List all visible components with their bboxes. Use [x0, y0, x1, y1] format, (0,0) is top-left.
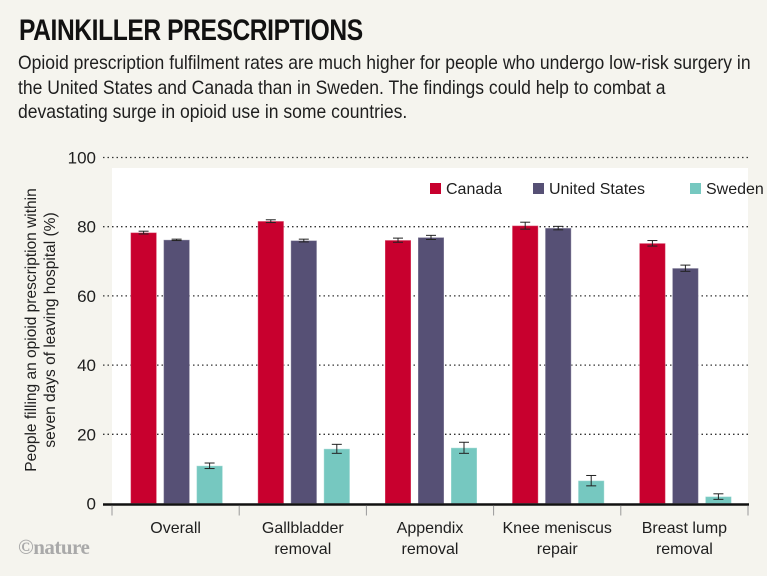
error-bar — [204, 462, 215, 470]
x-axis — [103, 503, 749, 516]
y-tick-label: 60 — [77, 287, 96, 306]
x-tick-label-line: Overall — [150, 520, 201, 537]
x-tick-label: Knee meniscus repair — [503, 520, 612, 558]
bar-sweden — [323, 448, 351, 504]
error-bar — [426, 234, 436, 241]
error-bars — [138, 219, 724, 500]
error-bar — [138, 230, 149, 235]
x-tick-label-line: removal — [402, 541, 459, 558]
x-tick-label: Overall — [150, 520, 201, 537]
x-tick-label-line: Breast lump — [642, 520, 727, 537]
x-tick-label-line: Knee meniscus — [503, 520, 612, 537]
x-tick-label: Breast lump removal — [642, 520, 727, 558]
bar-united-states — [290, 240, 318, 504]
bar-united-states — [544, 227, 572, 504]
x-tick-label-line: repair — [537, 541, 579, 558]
error-bar — [393, 237, 403, 243]
error-bar — [331, 443, 342, 454]
x-axis-labels: Overall Gallbladder removal Appendix removal… — [150, 520, 727, 558]
bar-canada — [257, 220, 285, 504]
error-bar — [459, 441, 469, 454]
y-tick-label: 40 — [77, 356, 96, 375]
bars — [130, 220, 732, 505]
y-axis-title: People filling an opioid prescription wi… — [23, 188, 59, 471]
bar-united-states — [671, 267, 699, 504]
chart-title: PAINKILLER PRESCRIPTIONS — [19, 14, 363, 47]
legend-swatch — [690, 183, 701, 194]
error-bar — [586, 474, 597, 487]
x-tick-label: Appendix removal — [397, 520, 464, 558]
y-tick-label: 100 — [68, 149, 96, 168]
y-tick-label: 20 — [77, 425, 96, 444]
x-tick-label: Gallbladder removal — [262, 520, 345, 558]
nature-logo: ©nature — [18, 535, 90, 559]
bar-sweden — [196, 465, 224, 505]
y-axis-ticks: 0 20 40 60 80 100 — [68, 149, 96, 514]
legend-label: Sweden — [706, 181, 764, 198]
legend-swatch — [533, 183, 544, 194]
x-tick-label-line: removal — [274, 541, 331, 558]
legend: Canada United States Sweden — [430, 181, 764, 198]
x-tick-label-line: removal — [656, 541, 713, 558]
bar-united-states — [163, 239, 191, 505]
error-bar — [553, 225, 564, 231]
bar-canada — [384, 239, 412, 504]
legend-swatch — [430, 183, 441, 194]
x-tick-label-line: Appendix — [397, 520, 464, 537]
error-bar — [265, 219, 276, 224]
x-tick-label-line: Gallbladder — [262, 520, 345, 537]
error-bar — [680, 264, 691, 272]
legend-item-canada: Canada — [430, 181, 502, 198]
error-bar — [171, 238, 182, 242]
legend-item-united-states: United States — [533, 181, 645, 198]
y-axis-title-line: People filling an opioid prescription wi… — [23, 188, 40, 471]
error-bar — [520, 221, 531, 230]
legend-item-sweden: Sweden — [690, 181, 764, 198]
bar-sweden — [450, 447, 478, 505]
bar-canada — [638, 242, 666, 504]
error-bar — [298, 238, 309, 243]
y-axis-title-line: seven days of leaving hospital (%) — [42, 212, 59, 447]
error-bar — [713, 493, 724, 500]
y-tick-label: 0 — [87, 495, 96, 514]
bar-canada — [511, 225, 539, 505]
legend-label: Canada — [446, 181, 502, 198]
chart-subtitle: Opioid prescription fulfilment rates are… — [18, 52, 751, 123]
bar-canada — [130, 232, 158, 504]
error-bar — [647, 240, 658, 247]
legend-label: United States — [549, 181, 645, 198]
y-axis-label: People filling an opioid prescription wi… — [23, 188, 59, 471]
y-tick-label: 80 — [77, 218, 96, 237]
bar-united-states — [417, 236, 445, 504]
